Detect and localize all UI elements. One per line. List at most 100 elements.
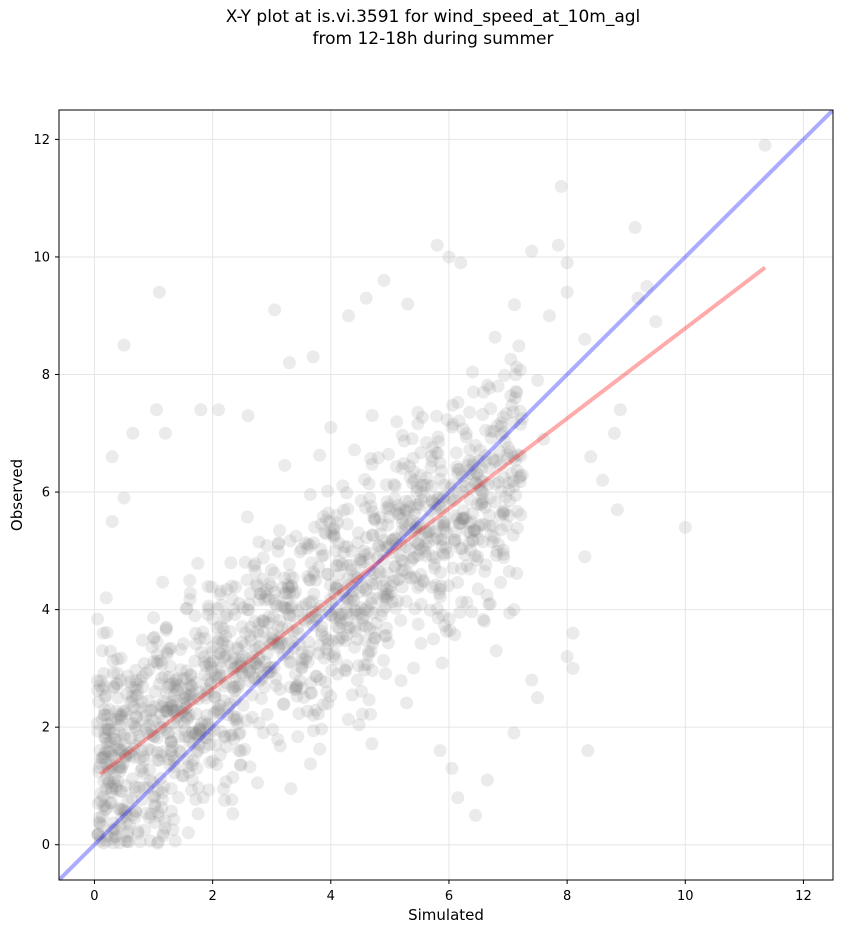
data-point	[132, 729, 146, 743]
data-point	[331, 559, 345, 573]
data-point	[496, 410, 510, 424]
data-point	[244, 620, 258, 634]
data-point	[208, 690, 222, 704]
data-point	[252, 535, 266, 549]
data-point	[107, 732, 121, 746]
data-point	[182, 677, 196, 691]
data-point	[452, 516, 466, 530]
data-point	[94, 831, 108, 845]
data-point	[115, 802, 129, 816]
y-axis-label: Observed	[8, 459, 26, 531]
data-point	[453, 463, 467, 477]
data-point	[478, 501, 492, 515]
data-point	[479, 558, 493, 572]
data-point	[238, 742, 252, 756]
data-point	[191, 692, 205, 706]
data-point	[423, 524, 437, 538]
data-point	[91, 827, 105, 841]
data-point	[100, 829, 114, 843]
data-point	[368, 631, 382, 645]
data-point	[403, 517, 417, 531]
data-point	[201, 599, 215, 613]
data-point	[466, 458, 480, 472]
data-point	[226, 770, 240, 784]
data-point	[365, 409, 379, 423]
data-point	[330, 620, 344, 634]
data-point	[180, 601, 194, 615]
data-point	[221, 708, 235, 722]
data-point	[264, 660, 278, 674]
data-point	[381, 636, 395, 650]
data-point	[177, 716, 191, 730]
data-point	[148, 799, 162, 813]
data-point	[429, 501, 443, 515]
data-point	[214, 619, 228, 633]
data-point	[395, 564, 409, 578]
data-point	[406, 451, 420, 465]
data-point	[407, 550, 421, 564]
data-point	[432, 586, 446, 600]
data-point	[292, 626, 306, 640]
data-point	[219, 675, 233, 689]
data-point	[339, 601, 353, 615]
data-point	[302, 635, 316, 649]
data-point	[93, 816, 107, 830]
data-point	[324, 689, 338, 703]
data-point	[356, 611, 370, 625]
data-point	[212, 671, 226, 685]
data-point	[121, 794, 135, 808]
data-point	[314, 542, 328, 556]
data-point	[215, 634, 229, 648]
data-point	[649, 315, 663, 329]
data-point	[226, 807, 240, 821]
data-point	[273, 613, 287, 627]
data-point	[425, 495, 439, 509]
data-point	[399, 540, 413, 554]
data-point	[230, 711, 244, 725]
data-point	[398, 503, 412, 517]
data-point	[366, 577, 380, 591]
data-point	[289, 680, 303, 694]
data-point	[515, 468, 529, 482]
data-point	[510, 521, 524, 535]
data-point	[262, 661, 276, 675]
data-point	[275, 636, 289, 650]
data-point	[438, 619, 452, 633]
data-point	[178, 692, 192, 706]
data-point	[193, 721, 207, 735]
data-point	[376, 553, 390, 567]
data-point	[342, 309, 356, 323]
data-point	[337, 503, 351, 517]
data-point	[227, 709, 241, 723]
data-point	[204, 677, 218, 691]
data-point	[403, 500, 417, 514]
data-point	[234, 653, 248, 667]
data-point	[181, 760, 195, 774]
data-point	[497, 551, 511, 565]
data-point	[399, 518, 413, 532]
data-point	[133, 733, 147, 747]
data-point	[478, 564, 492, 578]
data-point	[340, 517, 354, 531]
data-point	[370, 551, 384, 565]
data-point	[171, 679, 185, 693]
data-point	[162, 726, 176, 740]
data-point	[164, 734, 178, 748]
data-point	[129, 711, 143, 725]
data-point	[284, 655, 298, 669]
data-point	[179, 701, 193, 715]
data-point	[391, 572, 405, 586]
data-point	[275, 581, 289, 595]
data-point	[122, 817, 136, 831]
data-point	[307, 536, 321, 550]
data-point	[200, 708, 214, 722]
data-point	[164, 735, 178, 749]
data-point	[399, 494, 413, 508]
data-point	[354, 494, 368, 508]
data-point	[141, 694, 155, 708]
data-point	[168, 766, 182, 780]
data-point	[179, 602, 193, 616]
data-point	[141, 742, 155, 756]
data-point	[118, 806, 132, 820]
data-point	[359, 584, 373, 598]
